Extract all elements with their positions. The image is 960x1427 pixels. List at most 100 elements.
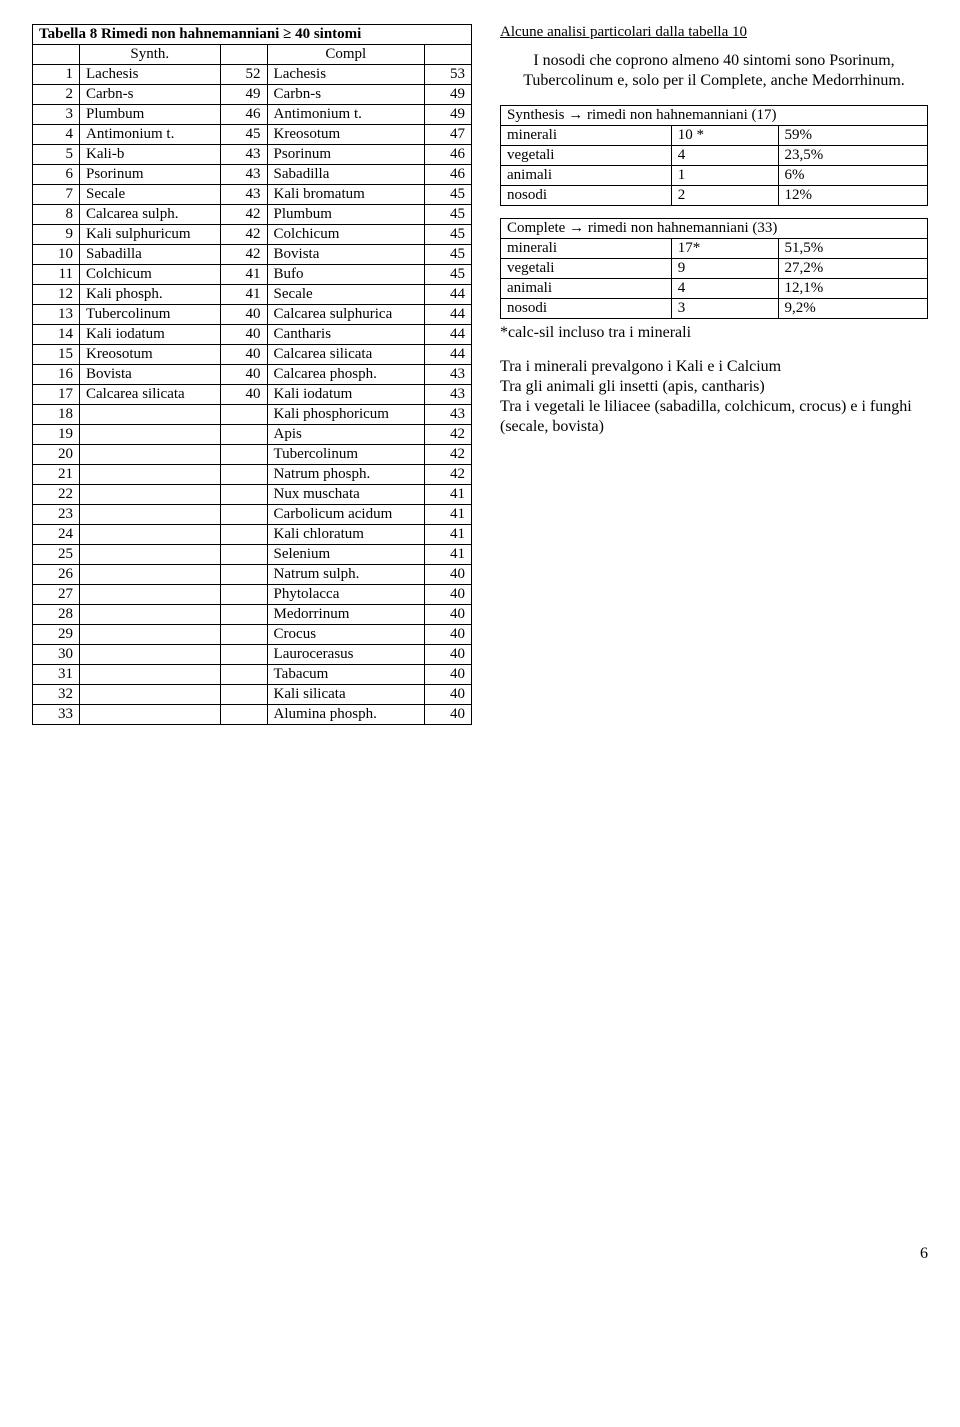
compl-val: 44: [425, 305, 472, 325]
compl-val: 44: [425, 285, 472, 305]
page-number: 6: [32, 1245, 928, 1263]
compl-name: Lachesis: [267, 65, 424, 85]
compl-val: 40: [425, 565, 472, 585]
table-row: 11Colchicum41Bufo45: [33, 265, 472, 285]
count: 4: [671, 279, 778, 299]
row-num: 32: [33, 685, 80, 705]
synth-val: 45: [220, 125, 267, 145]
synth-val: 40: [220, 385, 267, 405]
row-num: 15: [33, 345, 80, 365]
compl-table: Complete → rimedi non hahnemanniani (33)…: [500, 218, 928, 319]
synth-name: Antimonium t.: [80, 125, 221, 145]
percent: 51,5%: [778, 239, 927, 259]
synth-val: [220, 405, 267, 425]
synth-name: [80, 685, 221, 705]
compl-val: 46: [425, 165, 472, 185]
table-row: 28Medorrinum40: [33, 605, 472, 625]
synth-val: 52: [220, 65, 267, 85]
row-num: 27: [33, 585, 80, 605]
compl-name: Carbolicum acidum: [267, 505, 424, 525]
compl-val: 43: [425, 405, 472, 425]
compl-val: 41: [425, 485, 472, 505]
synth-val: [220, 685, 267, 705]
table-row: 27Phytolacca40: [33, 585, 472, 605]
compl-name: Kreosotum: [267, 125, 424, 145]
synth-val: 42: [220, 205, 267, 225]
synth-val: [220, 545, 267, 565]
table-row: animali16%: [501, 166, 928, 186]
category: animali: [501, 166, 672, 186]
table-row: 6Psorinum43Sabadilla46: [33, 165, 472, 185]
table-row: 26Natrum sulph.40: [33, 565, 472, 585]
synth-val: [220, 445, 267, 465]
table-row: 19Apis42: [33, 425, 472, 445]
percent: 6%: [778, 166, 927, 186]
category: nosodi: [501, 299, 672, 319]
category: minerali: [501, 239, 672, 259]
compl-name: Sabadilla: [267, 165, 424, 185]
row-num: 33: [33, 705, 80, 725]
compl-val: 40: [425, 605, 472, 625]
compl-name: Secale: [267, 285, 424, 305]
category: nosodi: [501, 186, 672, 206]
compl-val: 49: [425, 85, 472, 105]
compl-val: 40: [425, 665, 472, 685]
synth-name: [80, 545, 221, 565]
row-num: 29: [33, 625, 80, 645]
compl-name: Calcarea silicata: [267, 345, 424, 365]
row-num: 24: [33, 525, 80, 545]
compl-val: 45: [425, 205, 472, 225]
compl-val: 40: [425, 685, 472, 705]
analysis-p2: Tra i minerali prevalgono i Kali e i Cal…: [500, 357, 928, 377]
table-row: animali412,1%: [501, 279, 928, 299]
table-row: 5Kali-b43Psorinum46: [33, 145, 472, 165]
synth-val: 40: [220, 325, 267, 345]
synth-name: Kali phosph.: [80, 285, 221, 305]
synth-val: [220, 625, 267, 645]
compl-name: Crocus: [267, 625, 424, 645]
synth-val: [220, 505, 267, 525]
compl-caption: Complete → rimedi non hahnemanniani (33): [501, 219, 928, 239]
compl-val: 40: [425, 705, 472, 725]
table-row: 3Plumbum46Antimonium t.49: [33, 105, 472, 125]
row-num: 6: [33, 165, 80, 185]
synth-name: Calcarea sulph.: [80, 205, 221, 225]
row-num: 2: [33, 85, 80, 105]
synth-name: Psorinum: [80, 165, 221, 185]
compl-name: Cantharis: [267, 325, 424, 345]
table-row: 32Kali silicata40: [33, 685, 472, 705]
table-row: 13Tubercolinum40Calcarea sulphurica44: [33, 305, 472, 325]
compl-val: 40: [425, 585, 472, 605]
row-num: 25: [33, 545, 80, 565]
compl-val: 43: [425, 365, 472, 385]
row-num: 11: [33, 265, 80, 285]
category: animali: [501, 279, 672, 299]
row-num: 7: [33, 185, 80, 205]
table-row: 4Antimonium t.45Kreosotum47: [33, 125, 472, 145]
row-num: 9: [33, 225, 80, 245]
table-row: 29 Crocus40: [33, 625, 472, 645]
table8-head-compl: Compl: [267, 45, 424, 65]
synth-name: Lachesis: [80, 65, 221, 85]
table-row: 31Tabacum40: [33, 665, 472, 685]
compl-val: 45: [425, 265, 472, 285]
compl-name: Kali phosphoricum: [267, 405, 424, 425]
table-row: 8Calcarea sulph.42Plumbum45: [33, 205, 472, 225]
compl-val: 42: [425, 425, 472, 445]
synth-table: Synthesis → rimedi non hahnemanniani (17…: [500, 105, 928, 206]
row-num: 4: [33, 125, 80, 145]
compl-val: 40: [425, 625, 472, 645]
row-num: 31: [33, 665, 80, 685]
table-row: 7Secale43Kali bromatum45: [33, 185, 472, 205]
table8-head-synth: Synth.: [80, 45, 221, 65]
percent: 12%: [778, 186, 927, 206]
synth-val: [220, 605, 267, 625]
compl-name: Bufo: [267, 265, 424, 285]
count: 2: [671, 186, 778, 206]
synth-name: [80, 525, 221, 545]
synth-name: Colchicum: [80, 265, 221, 285]
synth-name: [80, 485, 221, 505]
count: 3: [671, 299, 778, 319]
synth-val: 40: [220, 365, 267, 385]
percent: 59%: [778, 126, 927, 146]
